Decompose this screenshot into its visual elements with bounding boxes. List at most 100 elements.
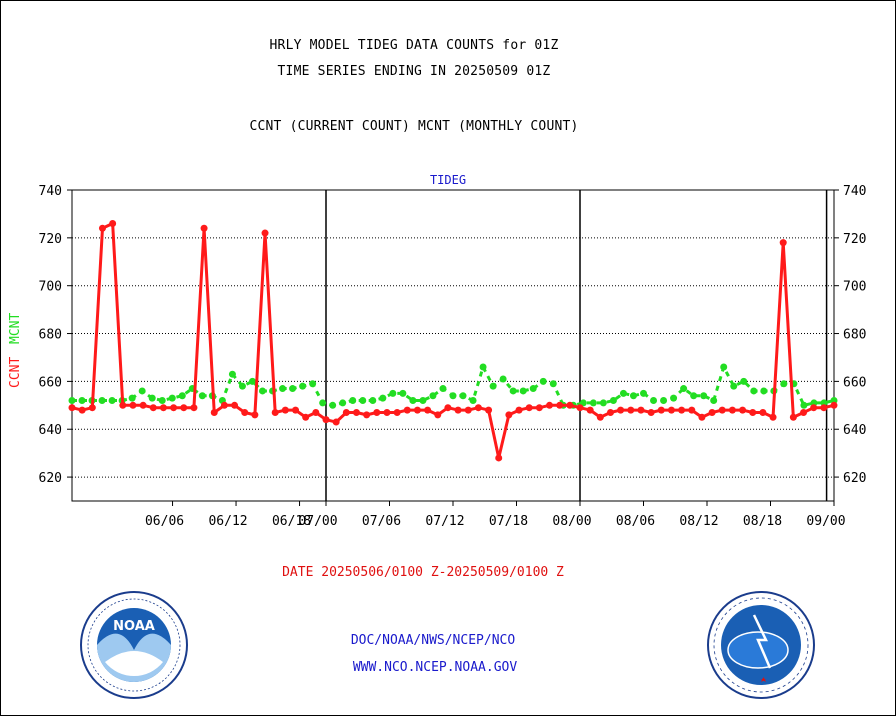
ccnt-data-point: [231, 401, 239, 409]
ccnt-data-point: [342, 408, 350, 416]
y-tick-label-right: 620: [843, 471, 866, 486]
chart-title-line3: CCNT (CURRENT COUNT) MCNT (MONTHLY COUNT…: [249, 119, 579, 134]
y-tick-label-right: 660: [843, 375, 866, 390]
ccnt-series-line: [71, 221, 835, 460]
y-tick-label-right: 700: [843, 280, 866, 295]
ccnt-data-point: [546, 401, 554, 409]
x-tick-label: 06/18: [272, 514, 311, 529]
ccnt-data-point: [779, 239, 787, 247]
ccnt-data-point: [830, 401, 838, 409]
mcnt-data-point: [599, 399, 607, 407]
x-tick-label: 08/12: [679, 514, 718, 529]
ccnt-data-point: [413, 406, 421, 414]
mcnt-data-point: [529, 385, 537, 393]
ccnt-data-point: [434, 411, 442, 419]
ccnt-data-point: [271, 408, 279, 416]
mcnt-data-point: [660, 397, 668, 405]
ccnt-data-point: [190, 404, 198, 412]
mcnt-data-point: [609, 397, 617, 405]
mcnt-data-point: [469, 397, 477, 405]
mcnt-data-point: [369, 397, 377, 405]
ccnt-data-point: [261, 229, 269, 237]
chart-title-line1: HRLY MODEL TIDEG DATA COUNTS for 01Z: [269, 38, 559, 53]
mcnt-data-point: [78, 397, 86, 405]
ccnt-data-point: [596, 413, 604, 421]
mcnt-data-point: [780, 380, 788, 388]
ccnt-data-point: [383, 408, 391, 416]
mcnt-data-point: [198, 392, 206, 400]
mcnt-data-point: [419, 397, 427, 405]
x-tick-label: 07/12: [425, 514, 464, 529]
y-tick-label-right: 640: [843, 423, 866, 438]
ccnt-data-point: [586, 406, 594, 414]
ccnt-data-point: [810, 404, 818, 412]
mcnt-data-point: [539, 377, 547, 385]
mcnt-data-point: [409, 397, 417, 405]
ccnt-data-point: [606, 408, 614, 416]
ccnt-data-point: [739, 406, 747, 414]
mcnt-data-point: [289, 385, 297, 393]
ccnt-data-point: [88, 404, 96, 412]
mcnt-data-point: [299, 382, 307, 390]
y-tick-label-left: 740: [39, 184, 62, 199]
mcnt-data-point: [499, 375, 507, 383]
ccnt-data-point: [332, 418, 340, 426]
ccnt-data-point: [281, 406, 289, 414]
nws-cloud-icon: [727, 631, 789, 669]
ccnt-data-point: [302, 413, 310, 421]
mcnt-data-point: [399, 389, 407, 397]
chart-title-line2: TIME SERIES ENDING IN 20250509 01Z: [277, 64, 551, 79]
mcnt-data-point: [68, 397, 76, 405]
noaa-logo-lettering: [87, 598, 181, 692]
ccnt-data-point: [728, 406, 736, 414]
mcnt-data-point: [650, 397, 658, 405]
ccnt-data-point: [363, 411, 371, 419]
ccnt-data-point: [98, 224, 106, 232]
y-tick-label-right: 720: [843, 232, 866, 247]
y-tick-label-right: 740: [843, 184, 866, 199]
ccnt-data-point: [159, 404, 167, 412]
nws-lightning-icon: [752, 614, 772, 669]
ccnt-data-point: [119, 401, 127, 409]
noaa-logo: NOAA: [80, 591, 188, 699]
mcnt-data-point: [589, 399, 597, 407]
ccnt-data-point: [312, 408, 320, 416]
y-tick-label-left: 660: [39, 375, 62, 390]
ccnt-data-point: [535, 404, 543, 412]
mcnt-data-point: [680, 385, 688, 393]
ccnt-data-point: [292, 406, 300, 414]
mcnt-data-point: [349, 397, 357, 405]
nws-logo: [707, 591, 815, 699]
ccnt-data-point: [373, 408, 381, 416]
ccnt-data-point: [576, 404, 584, 412]
label-layer: 620 620 640 640 660 660 680 680 700 700 720 720 740 7…: [8, 173, 866, 529]
date-range-label: DATE 20250506/0100 Z-20250509/0100 Z: [282, 565, 564, 580]
mcnt-data-point: [319, 399, 327, 407]
ccnt-data-point: [789, 413, 797, 421]
ccnt-data-point: [210, 408, 218, 416]
mcnt-data-point: [830, 397, 838, 405]
axis-layer: [67, 189, 839, 506]
ccnt-data-point: [688, 406, 696, 414]
mcnt-data-point: [228, 370, 236, 378]
mcnt-data-point: [439, 385, 447, 393]
ccnt-data-point: [251, 411, 259, 419]
y-tick-label-left: 720: [39, 232, 62, 247]
org-label: DOC/NOAA/NWS/NCEP/NCO: [350, 633, 516, 648]
ccnt-data-point: [129, 401, 137, 409]
mcnt-data-point: [619, 389, 627, 397]
ccnt-data-point: [180, 404, 188, 412]
mcnt-data-point: [379, 394, 387, 402]
y-axis-label-ccnt: CCNT: [8, 357, 23, 388]
website-link[interactable]: WWW.NCO.NCEP.NOAA.GOV: [352, 660, 518, 675]
mcnt-series-line: [72, 365, 835, 407]
mcnt-data-point: [178, 392, 186, 400]
ccnt-data-point: [485, 406, 493, 414]
mcnt-data-point: [138, 387, 146, 395]
ccnt-data-point: [454, 406, 462, 414]
grid-layer: [72, 190, 834, 501]
mcnt-data-point: [750, 387, 758, 395]
mcnt-data-point: [800, 401, 808, 409]
x-tick-label: 08/00: [552, 514, 591, 529]
